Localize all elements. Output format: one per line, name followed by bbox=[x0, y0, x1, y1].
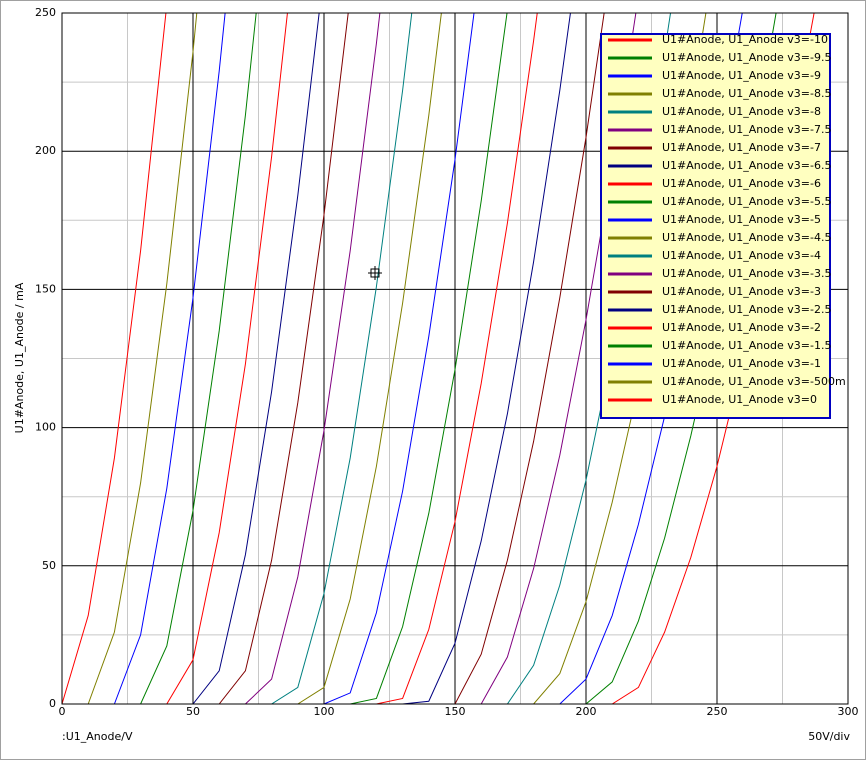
legend-label: U1#Anode, U1_Anode v3=-10 bbox=[662, 33, 828, 46]
series-line bbox=[62, 13, 815, 704]
legend-label: U1#Anode, U1_Anode v3=-5 bbox=[662, 213, 821, 226]
legend-label: U1#Anode, U1_Anode v3=-6 bbox=[662, 177, 821, 190]
legend-label: U1#Anode, U1_Anode v3=-2.5 bbox=[662, 303, 831, 316]
y-tick-label: 0 bbox=[49, 697, 56, 710]
x-axis-label: :U1_Anode/V bbox=[62, 730, 133, 743]
y-tick-label: 150 bbox=[35, 282, 56, 295]
series-line bbox=[62, 13, 571, 704]
legend-label: U1#Anode, U1_Anode v3=0 bbox=[662, 393, 817, 406]
series-line bbox=[62, 13, 320, 704]
y-axis-label: U1#Anode, U1_Anode / mA bbox=[13, 282, 26, 433]
y-tick-label: 50 bbox=[42, 559, 56, 572]
legend-label: U1#Anode, U1_Anode v3=-7.5 bbox=[662, 123, 831, 136]
x-tick-label: 250 bbox=[707, 705, 728, 718]
legend-label: U1#Anode, U1_Anode v3=-9.5 bbox=[662, 51, 831, 64]
x-tick-label: 50 bbox=[186, 705, 200, 718]
series-line bbox=[62, 13, 508, 704]
scale-note: 50V/div bbox=[808, 730, 850, 743]
series-line bbox=[62, 13, 538, 704]
legend-label: U1#Anode, U1_Anode v3=-1.5 bbox=[662, 339, 831, 352]
legend-label: U1#Anode, U1_Anode v3=-5.5 bbox=[662, 195, 831, 208]
y-tick-label: 100 bbox=[35, 421, 56, 434]
series-line bbox=[62, 13, 381, 704]
legend-label: U1#Anode, U1_Anode v3=-7 bbox=[662, 141, 821, 154]
legend-label: U1#Anode, U1_Anode v3=-8 bbox=[662, 105, 821, 118]
legend-label: U1#Anode, U1_Anode v3=-4.5 bbox=[662, 231, 831, 244]
legend-label: U1#Anode, U1_Anode v3=-500m bbox=[662, 375, 846, 388]
series-line bbox=[62, 13, 288, 704]
legend-label: U1#Anode, U1_Anode v3=-3.5 bbox=[662, 267, 831, 280]
legend-label: U1#Anode, U1_Anode v3=-9 bbox=[662, 69, 821, 82]
series-line bbox=[62, 13, 637, 704]
series-line bbox=[62, 13, 605, 704]
series-line bbox=[62, 13, 349, 704]
x-tick-label: 100 bbox=[314, 705, 335, 718]
legend-label: U1#Anode, U1_Anode v3=-6.5 bbox=[662, 159, 831, 172]
series-line bbox=[62, 13, 198, 704]
legend-label: U1#Anode, U1_Anode v3=-8.5 bbox=[662, 87, 831, 100]
labels: U1#Anode, U1_Anode / mA :U1_Anode/V 50V/… bbox=[13, 6, 859, 743]
series-line bbox=[62, 13, 442, 704]
series-line bbox=[62, 13, 777, 704]
y-tick-label: 200 bbox=[35, 144, 56, 157]
series-line bbox=[62, 13, 257, 704]
legend-label: U1#Anode, U1_Anode v3=-3 bbox=[662, 285, 821, 298]
lines bbox=[62, 13, 815, 704]
plot-border bbox=[61, 12, 849, 705]
x-tick-label: 300 bbox=[838, 705, 859, 718]
x-tick-label: 0 bbox=[59, 705, 66, 718]
series-line bbox=[62, 13, 167, 704]
legend-box bbox=[600, 33, 831, 419]
cursor bbox=[368, 266, 382, 280]
series-line bbox=[62, 13, 413, 704]
x-tick-label: 150 bbox=[445, 705, 466, 718]
legend-label: U1#Anode, U1_Anode v3=-2 bbox=[662, 321, 821, 334]
x-tick-label: 200 bbox=[576, 705, 597, 718]
legend: U1#Anode, U1_Anode v3=-10 U1#Anode, U1_An… bbox=[600, 33, 846, 419]
y-tick-label: 250 bbox=[35, 6, 56, 19]
legend-label: U1#Anode, U1_Anode v3=-4 bbox=[662, 249, 821, 262]
series-line bbox=[62, 13, 743, 704]
series-line bbox=[62, 13, 672, 704]
series-line bbox=[62, 13, 226, 704]
series-line bbox=[62, 13, 707, 704]
legend-label: U1#Anode, U1_Anode v3=-1 bbox=[662, 357, 821, 370]
series-line bbox=[62, 13, 475, 704]
